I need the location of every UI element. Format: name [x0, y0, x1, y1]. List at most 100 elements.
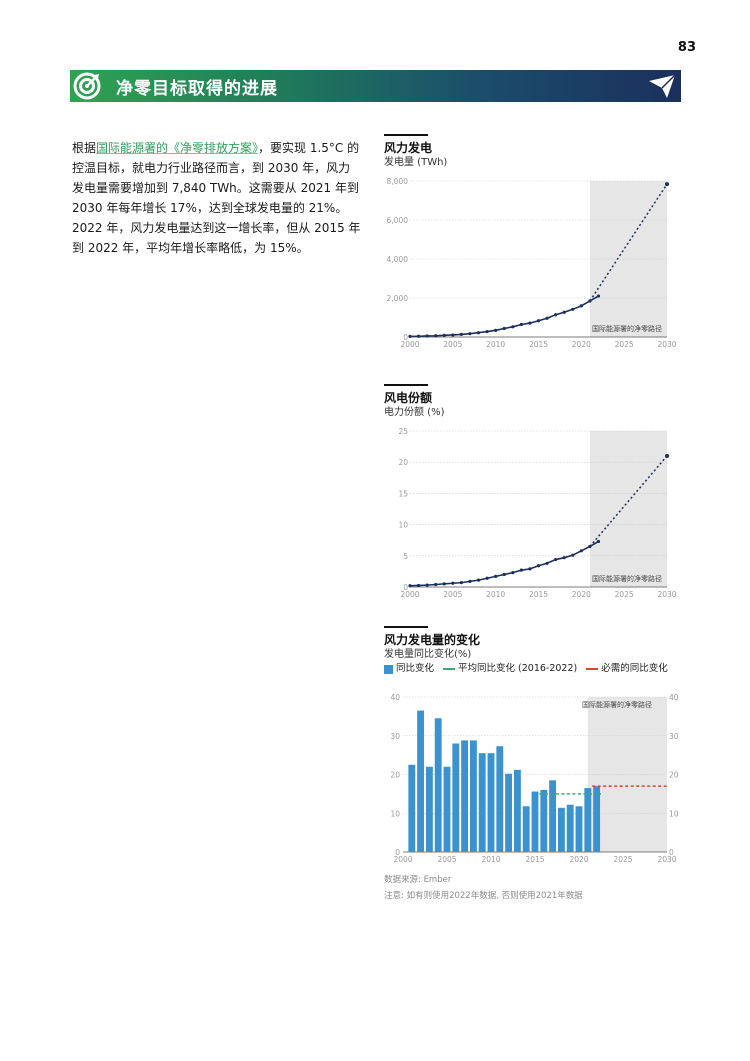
data-point: [536, 319, 541, 323]
data-point: [528, 321, 532, 325]
bar: [452, 743, 460, 852]
data-point: [545, 561, 549, 565]
x-tick-label: 2030: [657, 340, 676, 349]
x-tick-label: 2015: [529, 590, 548, 599]
data-point: [571, 553, 575, 557]
x-tick-label: 2000: [393, 855, 412, 864]
data-point: [519, 568, 523, 572]
chart-rule: [384, 134, 428, 136]
projection-shade: [589, 431, 667, 587]
bar: [549, 780, 557, 852]
y-tick-label-right: 20: [669, 771, 679, 780]
data-point: [425, 334, 429, 338]
data-point: [494, 328, 498, 332]
projection-shade: [587, 697, 667, 852]
y-tick-label: 25: [398, 427, 408, 436]
data-point: [442, 333, 446, 337]
data-point: [588, 299, 592, 303]
projection-shade: [589, 181, 667, 337]
legend-required-label: 必需的同比变化: [601, 663, 668, 674]
page-number: 83: [677, 40, 696, 55]
data-point: [511, 571, 515, 575]
bar: [408, 764, 416, 852]
chart-subtitle: 发电量 (TWh): [384, 157, 448, 168]
x-tick-label: 2005: [443, 590, 462, 599]
chart-title: 风电份额: [384, 391, 433, 405]
data-point: [451, 581, 455, 585]
data-point: [459, 332, 463, 337]
y-tick-label-right: 0: [669, 848, 674, 857]
chart-subtitle: 电力份额 (%): [384, 407, 445, 418]
x-tick-label: 2005: [437, 855, 456, 864]
data-point: [434, 582, 438, 587]
bar: [505, 773, 513, 852]
bar: [531, 791, 539, 852]
intro-text-start: 根据: [72, 141, 97, 155]
series-line: [409, 295, 599, 338]
y-tick-label: 0: [403, 333, 408, 342]
data-point: [485, 329, 489, 334]
shade-label: 国际能源署的净零路径: [592, 324, 662, 333]
x-tick-label: 2010: [486, 340, 505, 349]
x-tick-label: 2025: [615, 340, 634, 349]
data-point: [536, 564, 541, 568]
bar: [540, 790, 548, 852]
x-tick-label: 2000: [400, 340, 419, 349]
data-point: [554, 557, 558, 562]
bar: [434, 718, 442, 852]
chart-legend: 同比变化 平均同比变化 (2016-2022) 必需的同比变化: [384, 662, 674, 677]
shade-label: 国际能源署的净零路径: [592, 574, 662, 583]
section-title: 净零目标取得的进展: [116, 79, 278, 99]
data-point: [528, 567, 532, 571]
chart-notes: 数据来源: Ember 注意: 如有则使用2022年数据, 否则使用2021年数…: [384, 872, 583, 904]
wind-growth-chart-block: 风力发电量的变化 发电量同比变化(%) 同比变化 平均同比变化 (2016-202…: [384, 626, 674, 677]
y-tick-label: 8,000: [387, 177, 409, 186]
data-point: [485, 576, 489, 580]
data-point: [554, 313, 558, 317]
y-tick-label-right: 10: [669, 809, 679, 818]
projection-line: [589, 183, 668, 302]
bar: [496, 746, 504, 852]
bar: [417, 710, 425, 852]
bar: [557, 807, 565, 852]
source-note: 数据来源: Ember: [384, 875, 452, 885]
data-point: [588, 544, 592, 549]
chart-subtitle: 发电量同比变化(%): [384, 649, 472, 660]
bar: [478, 753, 486, 852]
chart-rule: [384, 384, 428, 386]
intro-paragraph: 根据国际能源署的《净零排放方案》，要实现 1.5°C 的控温目标，就电力行业路径…: [72, 138, 362, 258]
legend-required-swatch: [586, 668, 599, 670]
x-tick-label: 2015: [529, 340, 548, 349]
bar: [425, 766, 433, 852]
y-tick-label: 20: [398, 458, 408, 467]
net-zero-roadmap-link[interactable]: 国际能源署的《净零排放方案》: [96, 141, 259, 155]
shade-label: 国际能源署的净零路径: [582, 700, 652, 709]
data-point: [476, 578, 481, 582]
legend-bar-swatch: [384, 664, 393, 674]
data-point: [562, 556, 566, 560]
bar: [575, 806, 583, 852]
y-tick-label: 0: [403, 583, 408, 592]
bar: [566, 804, 574, 852]
data-point: [502, 572, 506, 577]
x-tick-label: 2030: [657, 590, 676, 599]
paper-plane-icon: [649, 74, 676, 98]
section-banner: 净零目标取得的进展: [70, 70, 681, 102]
y-tick-label: 0: [395, 848, 400, 857]
data-point: [434, 334, 438, 338]
legend-avg-label: 平均同比变化 (2016-2022): [458, 663, 578, 674]
data-point: [596, 294, 601, 298]
data-point: [408, 334, 412, 338]
data-point: [579, 304, 583, 308]
bar: [487, 753, 495, 852]
y-tick-label: 30: [390, 732, 400, 741]
chart-title: 风力发电量的变化: [384, 633, 481, 647]
bar: [513, 769, 521, 852]
y-tick-label: 20: [390, 771, 400, 780]
y-tick-label: 2,000: [387, 294, 409, 303]
wind-generation-chart-block: 风力发电 发电量 (TWh): [384, 134, 674, 170]
bar: [443, 766, 451, 852]
data-point: [459, 581, 463, 585]
data-point: [571, 307, 575, 311]
